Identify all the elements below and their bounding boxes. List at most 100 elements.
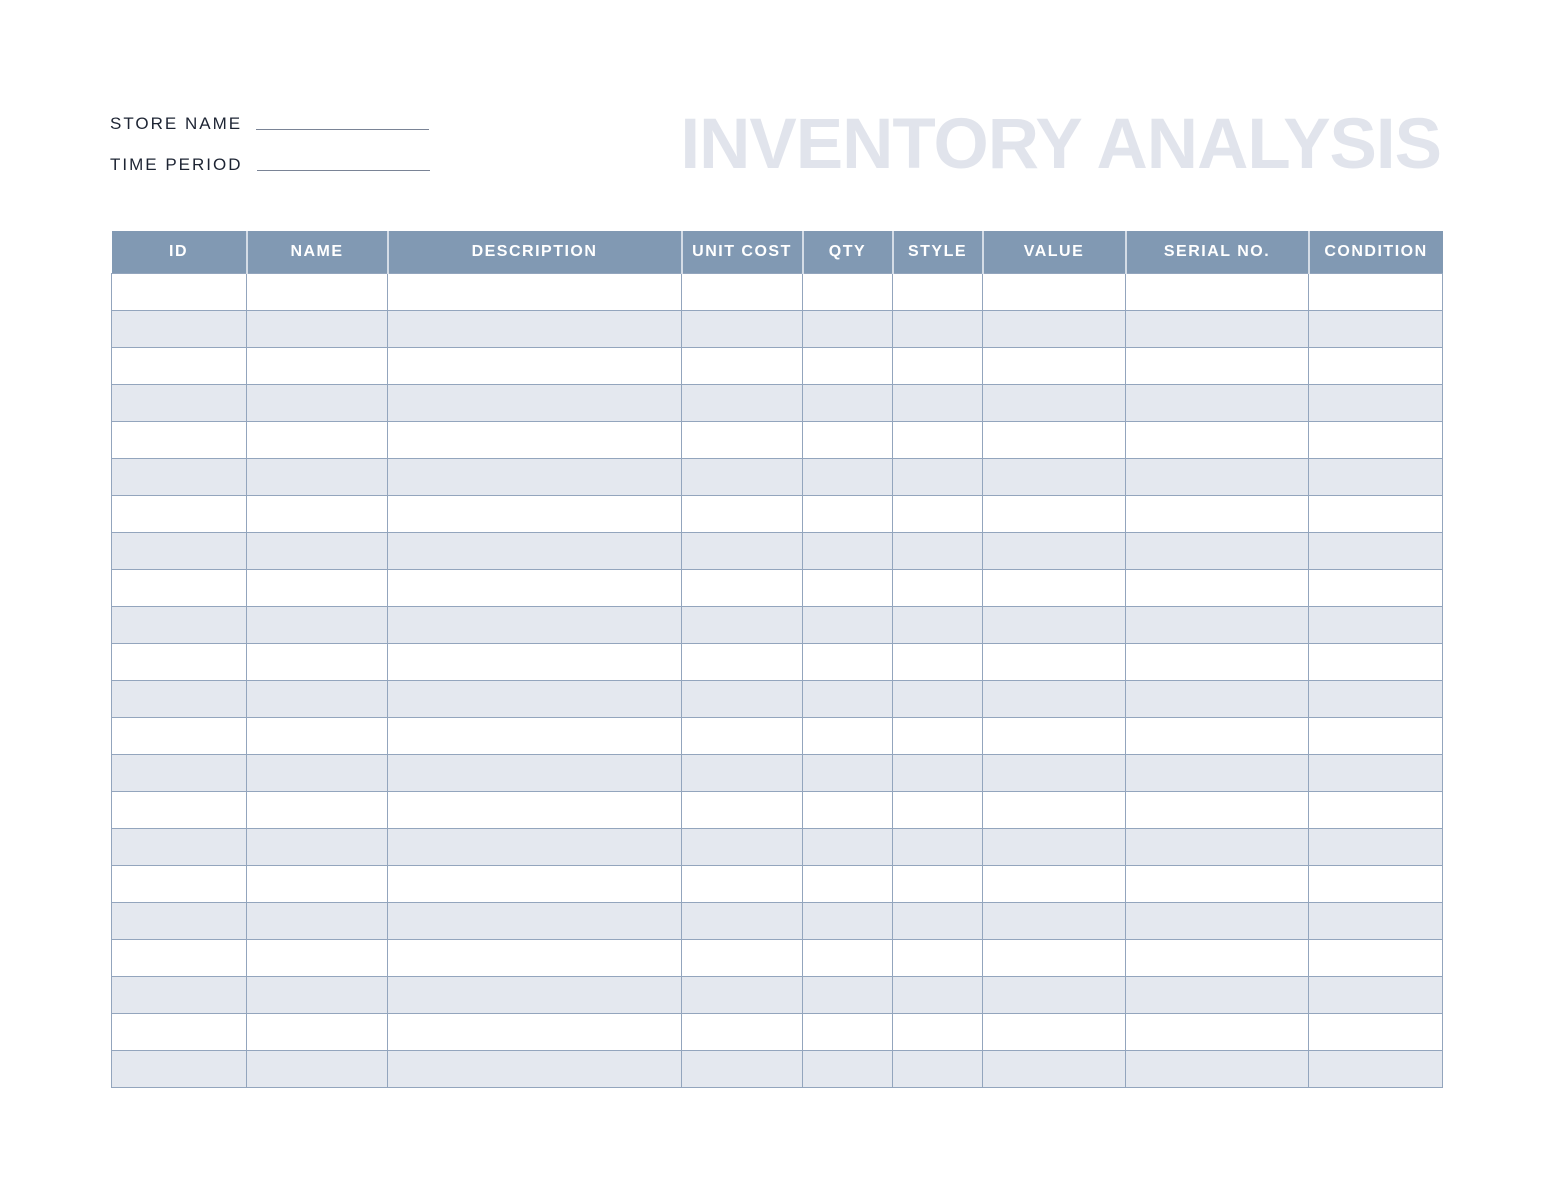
table-cell[interactable] — [892, 754, 983, 792]
table-cell[interactable] — [802, 1013, 893, 1051]
table-cell[interactable] — [387, 347, 682, 385]
table-cell[interactable] — [1125, 606, 1309, 644]
table-cell[interactable] — [246, 532, 388, 570]
table-cell[interactable] — [387, 532, 682, 570]
table-cell[interactable] — [681, 532, 803, 570]
table-cell[interactable] — [111, 643, 247, 681]
store-name-input-line[interactable] — [256, 129, 430, 130]
table-cell[interactable] — [1308, 1013, 1443, 1051]
table-cell[interactable] — [111, 939, 247, 977]
table-cell[interactable] — [802, 1050, 893, 1088]
table-cell[interactable] — [892, 939, 983, 977]
table-cell[interactable] — [681, 791, 803, 829]
table-cell[interactable] — [1308, 532, 1443, 570]
table-cell[interactable] — [802, 384, 893, 422]
table-cell[interactable] — [111, 310, 247, 348]
table-cell[interactable] — [1308, 458, 1443, 496]
table-cell[interactable] — [387, 1013, 682, 1051]
table-cell[interactable] — [387, 717, 682, 755]
table-cell[interactable] — [802, 680, 893, 718]
table-cell[interactable] — [681, 865, 803, 903]
table-cell[interactable] — [1125, 273, 1309, 311]
table-cell[interactable] — [802, 717, 893, 755]
table-cell[interactable] — [982, 791, 1126, 829]
table-cell[interactable] — [982, 532, 1126, 570]
table-cell[interactable] — [246, 865, 388, 903]
table-cell[interactable] — [892, 791, 983, 829]
table-cell[interactable] — [387, 680, 682, 718]
table-cell[interactable] — [802, 976, 893, 1014]
table-cell[interactable] — [1125, 976, 1309, 1014]
table-cell[interactable] — [111, 828, 247, 866]
table-cell[interactable] — [1125, 532, 1309, 570]
table-cell[interactable] — [387, 976, 682, 1014]
table-cell[interactable] — [1125, 754, 1309, 792]
table-cell[interactable] — [892, 347, 983, 385]
table-cell[interactable] — [111, 754, 247, 792]
table-cell[interactable] — [246, 643, 388, 681]
table-cell[interactable] — [892, 717, 983, 755]
table-cell[interactable] — [111, 569, 247, 607]
table-cell[interactable] — [111, 495, 247, 533]
table-cell[interactable] — [982, 939, 1126, 977]
table-cell[interactable] — [681, 273, 803, 311]
table-cell[interactable] — [982, 458, 1126, 496]
table-cell[interactable] — [1308, 347, 1443, 385]
table-cell[interactable] — [681, 939, 803, 977]
table-cell[interactable] — [246, 976, 388, 1014]
table-cell[interactable] — [982, 495, 1126, 533]
table-cell[interactable] — [387, 384, 682, 422]
table-cell[interactable] — [111, 976, 247, 1014]
table-cell[interactable] — [1125, 643, 1309, 681]
table-cell[interactable] — [1308, 828, 1443, 866]
table-cell[interactable] — [681, 828, 803, 866]
table-cell[interactable] — [387, 421, 682, 459]
table-cell[interactable] — [802, 939, 893, 977]
table-cell[interactable] — [892, 1050, 983, 1088]
table-cell[interactable] — [387, 310, 682, 348]
table-cell[interactable] — [1308, 643, 1443, 681]
table-cell[interactable] — [892, 384, 983, 422]
table-cell[interactable] — [802, 865, 893, 903]
table-cell[interactable] — [387, 606, 682, 644]
table-cell[interactable] — [681, 717, 803, 755]
table-cell[interactable] — [387, 569, 682, 607]
table-cell[interactable] — [1125, 458, 1309, 496]
table-cell[interactable] — [1125, 939, 1309, 977]
table-cell[interactable] — [681, 384, 803, 422]
table-cell[interactable] — [681, 976, 803, 1014]
table-cell[interactable] — [802, 754, 893, 792]
table-cell[interactable] — [246, 273, 388, 311]
table-cell[interactable] — [892, 680, 983, 718]
table-cell[interactable] — [982, 865, 1126, 903]
table-cell[interactable] — [387, 865, 682, 903]
table-cell[interactable] — [1308, 310, 1443, 348]
time-period-input-line[interactable] — [256, 170, 430, 171]
table-cell[interactable] — [802, 569, 893, 607]
table-cell[interactable] — [111, 384, 247, 422]
table-cell[interactable] — [892, 310, 983, 348]
table-cell[interactable] — [802, 828, 893, 866]
table-cell[interactable] — [1125, 902, 1309, 940]
table-cell[interactable] — [892, 902, 983, 940]
table-cell[interactable] — [681, 754, 803, 792]
table-cell[interactable] — [246, 902, 388, 940]
table-cell[interactable] — [1125, 384, 1309, 422]
table-cell[interactable] — [982, 976, 1126, 1014]
table-cell[interactable] — [387, 902, 682, 940]
table-cell[interactable] — [982, 1013, 1126, 1051]
table-cell[interactable] — [982, 421, 1126, 459]
table-cell[interactable] — [982, 680, 1126, 718]
table-cell[interactable] — [1125, 310, 1309, 348]
table-cell[interactable] — [681, 1013, 803, 1051]
table-cell[interactable] — [982, 384, 1126, 422]
table-cell[interactable] — [802, 606, 893, 644]
table-cell[interactable] — [1308, 976, 1443, 1014]
table-cell[interactable] — [246, 1050, 388, 1088]
table-cell[interactable] — [802, 791, 893, 829]
table-cell[interactable] — [982, 606, 1126, 644]
table-cell[interactable] — [802, 310, 893, 348]
table-cell[interactable] — [802, 532, 893, 570]
table-cell[interactable] — [892, 828, 983, 866]
table-cell[interactable] — [1125, 791, 1309, 829]
